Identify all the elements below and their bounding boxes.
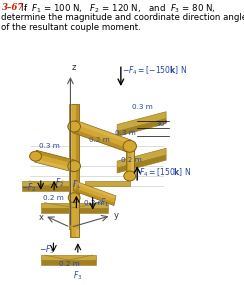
Polygon shape xyxy=(76,198,79,237)
Text: z: z xyxy=(72,63,76,72)
Polygon shape xyxy=(117,155,166,173)
Polygon shape xyxy=(74,181,116,199)
Text: 0.2 m: 0.2 m xyxy=(59,261,80,267)
Ellipse shape xyxy=(124,171,136,181)
Polygon shape xyxy=(73,129,129,152)
Ellipse shape xyxy=(68,121,81,132)
Text: 0.2 m: 0.2 m xyxy=(84,200,104,206)
Ellipse shape xyxy=(68,193,80,203)
Text: $F_2$: $F_2$ xyxy=(55,177,64,189)
Polygon shape xyxy=(70,198,72,237)
Text: $-F_4 = [-150\mathbf{k}]$ N: $-F_4 = [-150\mathbf{k}]$ N xyxy=(122,64,187,77)
Text: 3–67.: 3–67. xyxy=(1,3,27,12)
Polygon shape xyxy=(73,188,114,205)
Polygon shape xyxy=(126,146,128,176)
Polygon shape xyxy=(73,181,116,205)
Polygon shape xyxy=(41,255,96,260)
Polygon shape xyxy=(76,104,79,229)
Polygon shape xyxy=(85,181,130,186)
Text: 0.2 m: 0.2 m xyxy=(43,195,64,201)
Text: of the resultant couple moment.: of the resultant couple moment. xyxy=(1,23,141,32)
Text: x: x xyxy=(39,213,44,222)
Text: $-F_3$: $-F_3$ xyxy=(39,244,54,256)
Polygon shape xyxy=(75,120,131,144)
Polygon shape xyxy=(117,148,166,168)
Polygon shape xyxy=(41,207,108,213)
Ellipse shape xyxy=(68,161,81,172)
Text: determine the magnitude and coordinate direction angles: determine the magnitude and coordinate d… xyxy=(1,13,244,22)
Polygon shape xyxy=(35,158,74,172)
Text: 0.3 m: 0.3 m xyxy=(115,131,136,137)
Polygon shape xyxy=(69,104,79,229)
Polygon shape xyxy=(35,150,75,172)
Text: 0.3 m: 0.3 m xyxy=(132,104,153,110)
Text: $-F_2$: $-F_2$ xyxy=(21,182,36,194)
Text: 0.2 m: 0.2 m xyxy=(89,137,110,143)
Polygon shape xyxy=(131,146,134,176)
Text: 0.3 m: 0.3 m xyxy=(39,143,59,149)
Polygon shape xyxy=(22,186,71,191)
Text: 0.2 m: 0.2 m xyxy=(121,157,142,163)
Polygon shape xyxy=(41,260,96,265)
Polygon shape xyxy=(126,146,134,176)
Text: $F_1$: $F_1$ xyxy=(72,178,81,191)
Text: 30°: 30° xyxy=(156,121,169,127)
Polygon shape xyxy=(70,198,79,237)
Polygon shape xyxy=(117,112,166,131)
Ellipse shape xyxy=(123,141,136,152)
Ellipse shape xyxy=(30,151,41,161)
Text: $F_3$: $F_3$ xyxy=(73,270,82,282)
Text: If  $F_1$ = 100 N,   $F_2$ = 120 N,   and  $F_3$ = 80 N,: If $F_1$ = 100 N, $F_2$ = 120 N, and $F_… xyxy=(15,3,216,15)
Polygon shape xyxy=(22,181,71,186)
Polygon shape xyxy=(36,150,75,164)
Text: $-F_1$: $-F_1$ xyxy=(94,196,110,209)
Text: $F_4 = [150\mathbf{k}]$ N: $F_4 = [150\mathbf{k}]$ N xyxy=(139,167,191,179)
Polygon shape xyxy=(117,119,166,137)
Polygon shape xyxy=(73,120,131,152)
Text: y: y xyxy=(113,211,118,220)
Polygon shape xyxy=(41,203,108,207)
Polygon shape xyxy=(69,104,72,229)
